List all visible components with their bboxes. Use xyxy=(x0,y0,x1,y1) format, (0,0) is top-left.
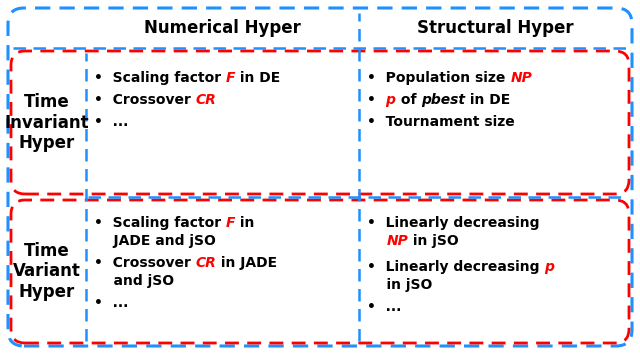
Text: F: F xyxy=(226,216,236,230)
Text: pbest: pbest xyxy=(421,93,465,107)
Text: •  Linearly decreasing: • Linearly decreasing xyxy=(367,216,540,230)
Text: and jSO: and jSO xyxy=(94,274,174,288)
Text: •  Scaling factor: • Scaling factor xyxy=(94,216,226,230)
Text: NP: NP xyxy=(387,234,408,248)
Text: p: p xyxy=(545,260,554,274)
Text: •  Scaling factor: • Scaling factor xyxy=(94,71,226,85)
Text: F: F xyxy=(226,71,236,85)
Text: •: • xyxy=(367,93,386,107)
Text: •  ...: • ... xyxy=(94,115,129,129)
Text: •  Crossover: • Crossover xyxy=(94,93,196,107)
Text: p: p xyxy=(386,93,396,107)
Text: Numerical Hyper: Numerical Hyper xyxy=(144,19,301,37)
Text: in: in xyxy=(236,216,255,230)
Text: in DE: in DE xyxy=(465,93,510,107)
Text: •  Population size: • Population size xyxy=(367,71,510,85)
Text: •  ...: • ... xyxy=(367,300,401,314)
Text: CR: CR xyxy=(196,93,216,107)
Text: in jSO: in jSO xyxy=(367,278,433,292)
FancyBboxPatch shape xyxy=(11,51,629,194)
Text: JADE and jSO: JADE and jSO xyxy=(94,234,216,248)
Text: in DE: in DE xyxy=(236,71,281,85)
Text: •  Crossover: • Crossover xyxy=(94,256,196,270)
Text: Time
Variant
Hyper: Time Variant Hyper xyxy=(13,242,81,301)
FancyBboxPatch shape xyxy=(8,8,632,346)
Text: Structural Hyper: Structural Hyper xyxy=(417,19,574,37)
Text: CR: CR xyxy=(196,256,216,270)
Text: •  Tournament size: • Tournament size xyxy=(367,115,515,129)
Text: in jSO: in jSO xyxy=(408,234,459,248)
Text: Time
Invariant
Hyper: Time Invariant Hyper xyxy=(4,93,90,152)
FancyBboxPatch shape xyxy=(11,200,629,343)
Text: •  ...: • ... xyxy=(94,296,129,310)
Text: •  Linearly decreasing: • Linearly decreasing xyxy=(367,260,545,274)
Text: NP: NP xyxy=(510,71,532,85)
Text: of: of xyxy=(396,93,421,107)
Text: in JADE: in JADE xyxy=(216,256,278,270)
